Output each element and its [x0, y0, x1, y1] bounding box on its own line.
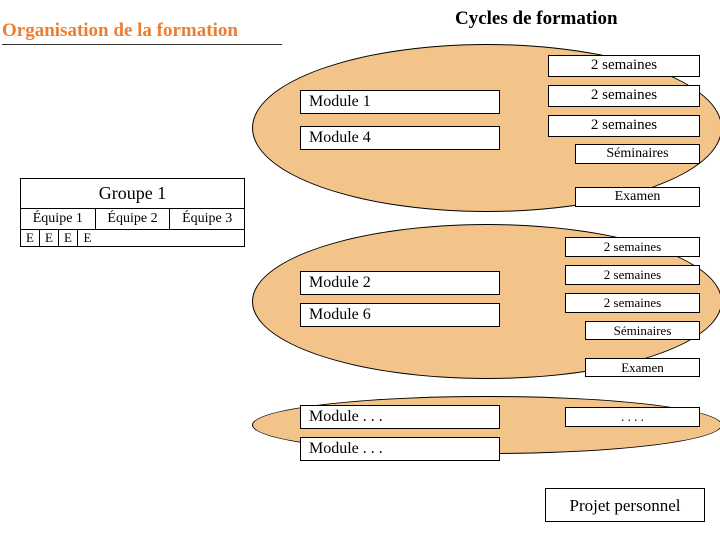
module-box: Module . . .: [300, 437, 500, 461]
equipe-row: Équipe 1Équipe 2Équipe 3: [21, 208, 244, 229]
module-box: Module . . .: [300, 405, 500, 429]
module-box: Module 1: [300, 90, 500, 114]
schedule-label: Séminaires: [585, 321, 700, 340]
e-cell: E: [40, 230, 59, 246]
schedule-label: 2 semaines: [548, 55, 700, 77]
equipe-cell: Équipe 2: [96, 209, 171, 229]
equipe-cell: Équipe 3: [170, 209, 244, 229]
schedule-label: 2 semaines: [548, 85, 700, 107]
schedule-label: 2 semaines: [565, 265, 700, 285]
equipe-cell: Équipe 1: [21, 209, 96, 229]
e-cell: E: [21, 230, 40, 246]
module-box: Module 6: [300, 303, 500, 327]
schedule-label: 2 semaines: [548, 115, 700, 137]
schedule-label: . . . .: [565, 407, 700, 427]
schedule-label: Examen: [575, 187, 700, 207]
e-cell: E: [78, 230, 97, 246]
module-box: Module 2: [300, 271, 500, 295]
schedule-label: 2 semaines: [565, 237, 700, 257]
module-box: Module 4: [300, 126, 500, 150]
groupe-box: Groupe 1 Équipe 1Équipe 2Équipe 3 EEEE: [20, 178, 245, 247]
e-cell: E: [59, 230, 78, 246]
page-title-left: Organisation de la formation: [2, 20, 282, 45]
e-row: EEEE: [21, 229, 244, 246]
projet-box: Projet personnel: [545, 488, 705, 522]
page-title-right: Cycles de formation: [455, 8, 618, 30]
schedule-label: Examen: [585, 358, 700, 377]
groupe-title: Groupe 1: [21, 179, 244, 208]
schedule-label: Séminaires: [575, 144, 700, 164]
schedule-label: 2 semaines: [565, 293, 700, 313]
